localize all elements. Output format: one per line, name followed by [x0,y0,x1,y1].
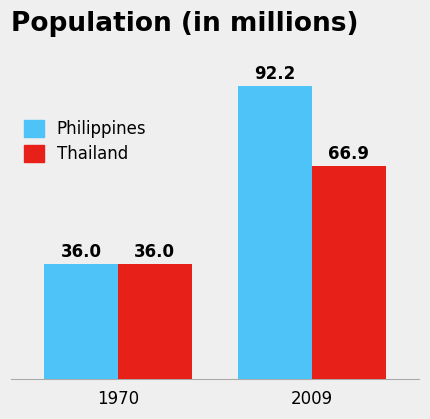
Bar [44,264,118,379]
Bar [118,264,192,379]
Text: 66.9: 66.9 [329,145,369,163]
Text: 36.0: 36.0 [134,243,175,261]
Text: 36.0: 36.0 [61,243,101,261]
Bar [312,166,386,379]
Bar [238,86,312,379]
Text: 92.2: 92.2 [255,65,296,83]
Legend: Philippines, Thailand: Philippines, Thailand [24,120,147,163]
Text: Population (in millions): Population (in millions) [11,11,359,37]
